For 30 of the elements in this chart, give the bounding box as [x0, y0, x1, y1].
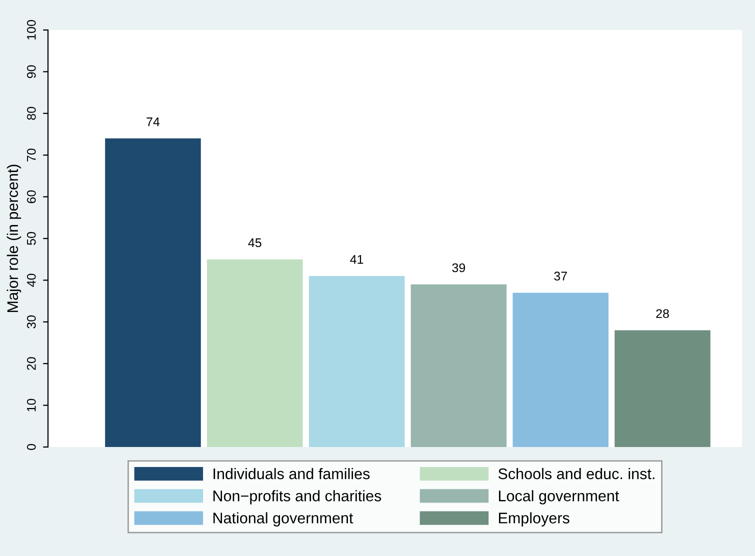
legend-label: Non−profits and charities: [213, 490, 382, 504]
legend-label: Individuals and families: [214, 468, 370, 480]
legend-label: Schools and educ. inst.: [498, 468, 654, 480]
y-tick-label: 70: [26, 148, 36, 162]
y-tick-label: 20: [26, 357, 36, 370]
y-tick-label: 0: [26, 444, 36, 450]
y-axis-title: Major role (in percent): [6, 164, 22, 312]
y-tick-label: 40: [26, 274, 36, 287]
bar: [410, 284, 507, 447]
data-label: 74: [146, 118, 160, 126]
bar: [614, 330, 710, 447]
y-tick-label: 90: [26, 65, 36, 78]
y-tick-label: 10: [26, 398, 36, 412]
data-label: 39: [452, 263, 466, 272]
data-label: 45: [248, 238, 262, 248]
y-tick-label: 100: [26, 20, 36, 40]
bar: [206, 259, 303, 447]
data-label: 41: [350, 255, 364, 264]
legend-label: Local government: [498, 490, 620, 504]
y-tick-label: 50: [26, 232, 36, 245]
y-tick-label: 30: [26, 315, 36, 328]
bar: [512, 292, 608, 447]
legend-label: National government: [213, 512, 354, 526]
legend-label: Employers: [498, 512, 570, 526]
data-label: 28: [656, 309, 669, 318]
data-label: 37: [554, 272, 567, 281]
y-tick-label: 60: [26, 190, 36, 204]
bar: [105, 138, 201, 447]
bar: [308, 276, 405, 447]
y-tick-label: 80: [26, 106, 36, 120]
